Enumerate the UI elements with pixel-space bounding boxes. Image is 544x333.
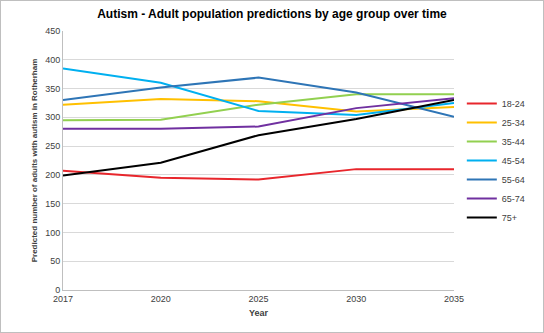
- svg-text:55-64: 55-64: [502, 175, 525, 185]
- svg-text:Autism - Adult population pred: Autism - Adult population predictions by…: [97, 7, 447, 21]
- svg-text:350: 350: [45, 84, 60, 94]
- svg-text:Predicted number of adults wit: Predicted number of adults with autism i…: [30, 59, 39, 263]
- svg-text:35-44: 35-44: [502, 137, 525, 147]
- svg-text:25-34: 25-34: [502, 118, 525, 128]
- svg-text:2020: 2020: [151, 294, 171, 304]
- svg-text:18-24: 18-24: [502, 99, 525, 109]
- svg-text:2035: 2035: [444, 294, 464, 304]
- svg-text:2030: 2030: [346, 294, 366, 304]
- svg-text:Year: Year: [249, 308, 269, 318]
- svg-text:100: 100: [45, 228, 60, 238]
- svg-text:200: 200: [45, 170, 60, 180]
- svg-text:0: 0: [55, 285, 60, 295]
- svg-text:2025: 2025: [248, 294, 268, 304]
- svg-text:250: 250: [45, 141, 60, 151]
- svg-text:2017: 2017: [53, 294, 73, 304]
- svg-text:450: 450: [45, 26, 60, 36]
- svg-text:75+: 75+: [502, 213, 517, 223]
- svg-text:150: 150: [45, 199, 60, 209]
- svg-text:400: 400: [45, 55, 60, 65]
- svg-text:45-54: 45-54: [502, 156, 525, 166]
- svg-text:65-74: 65-74: [502, 194, 525, 204]
- svg-text:300: 300: [45, 112, 60, 122]
- svg-text:50: 50: [50, 256, 60, 266]
